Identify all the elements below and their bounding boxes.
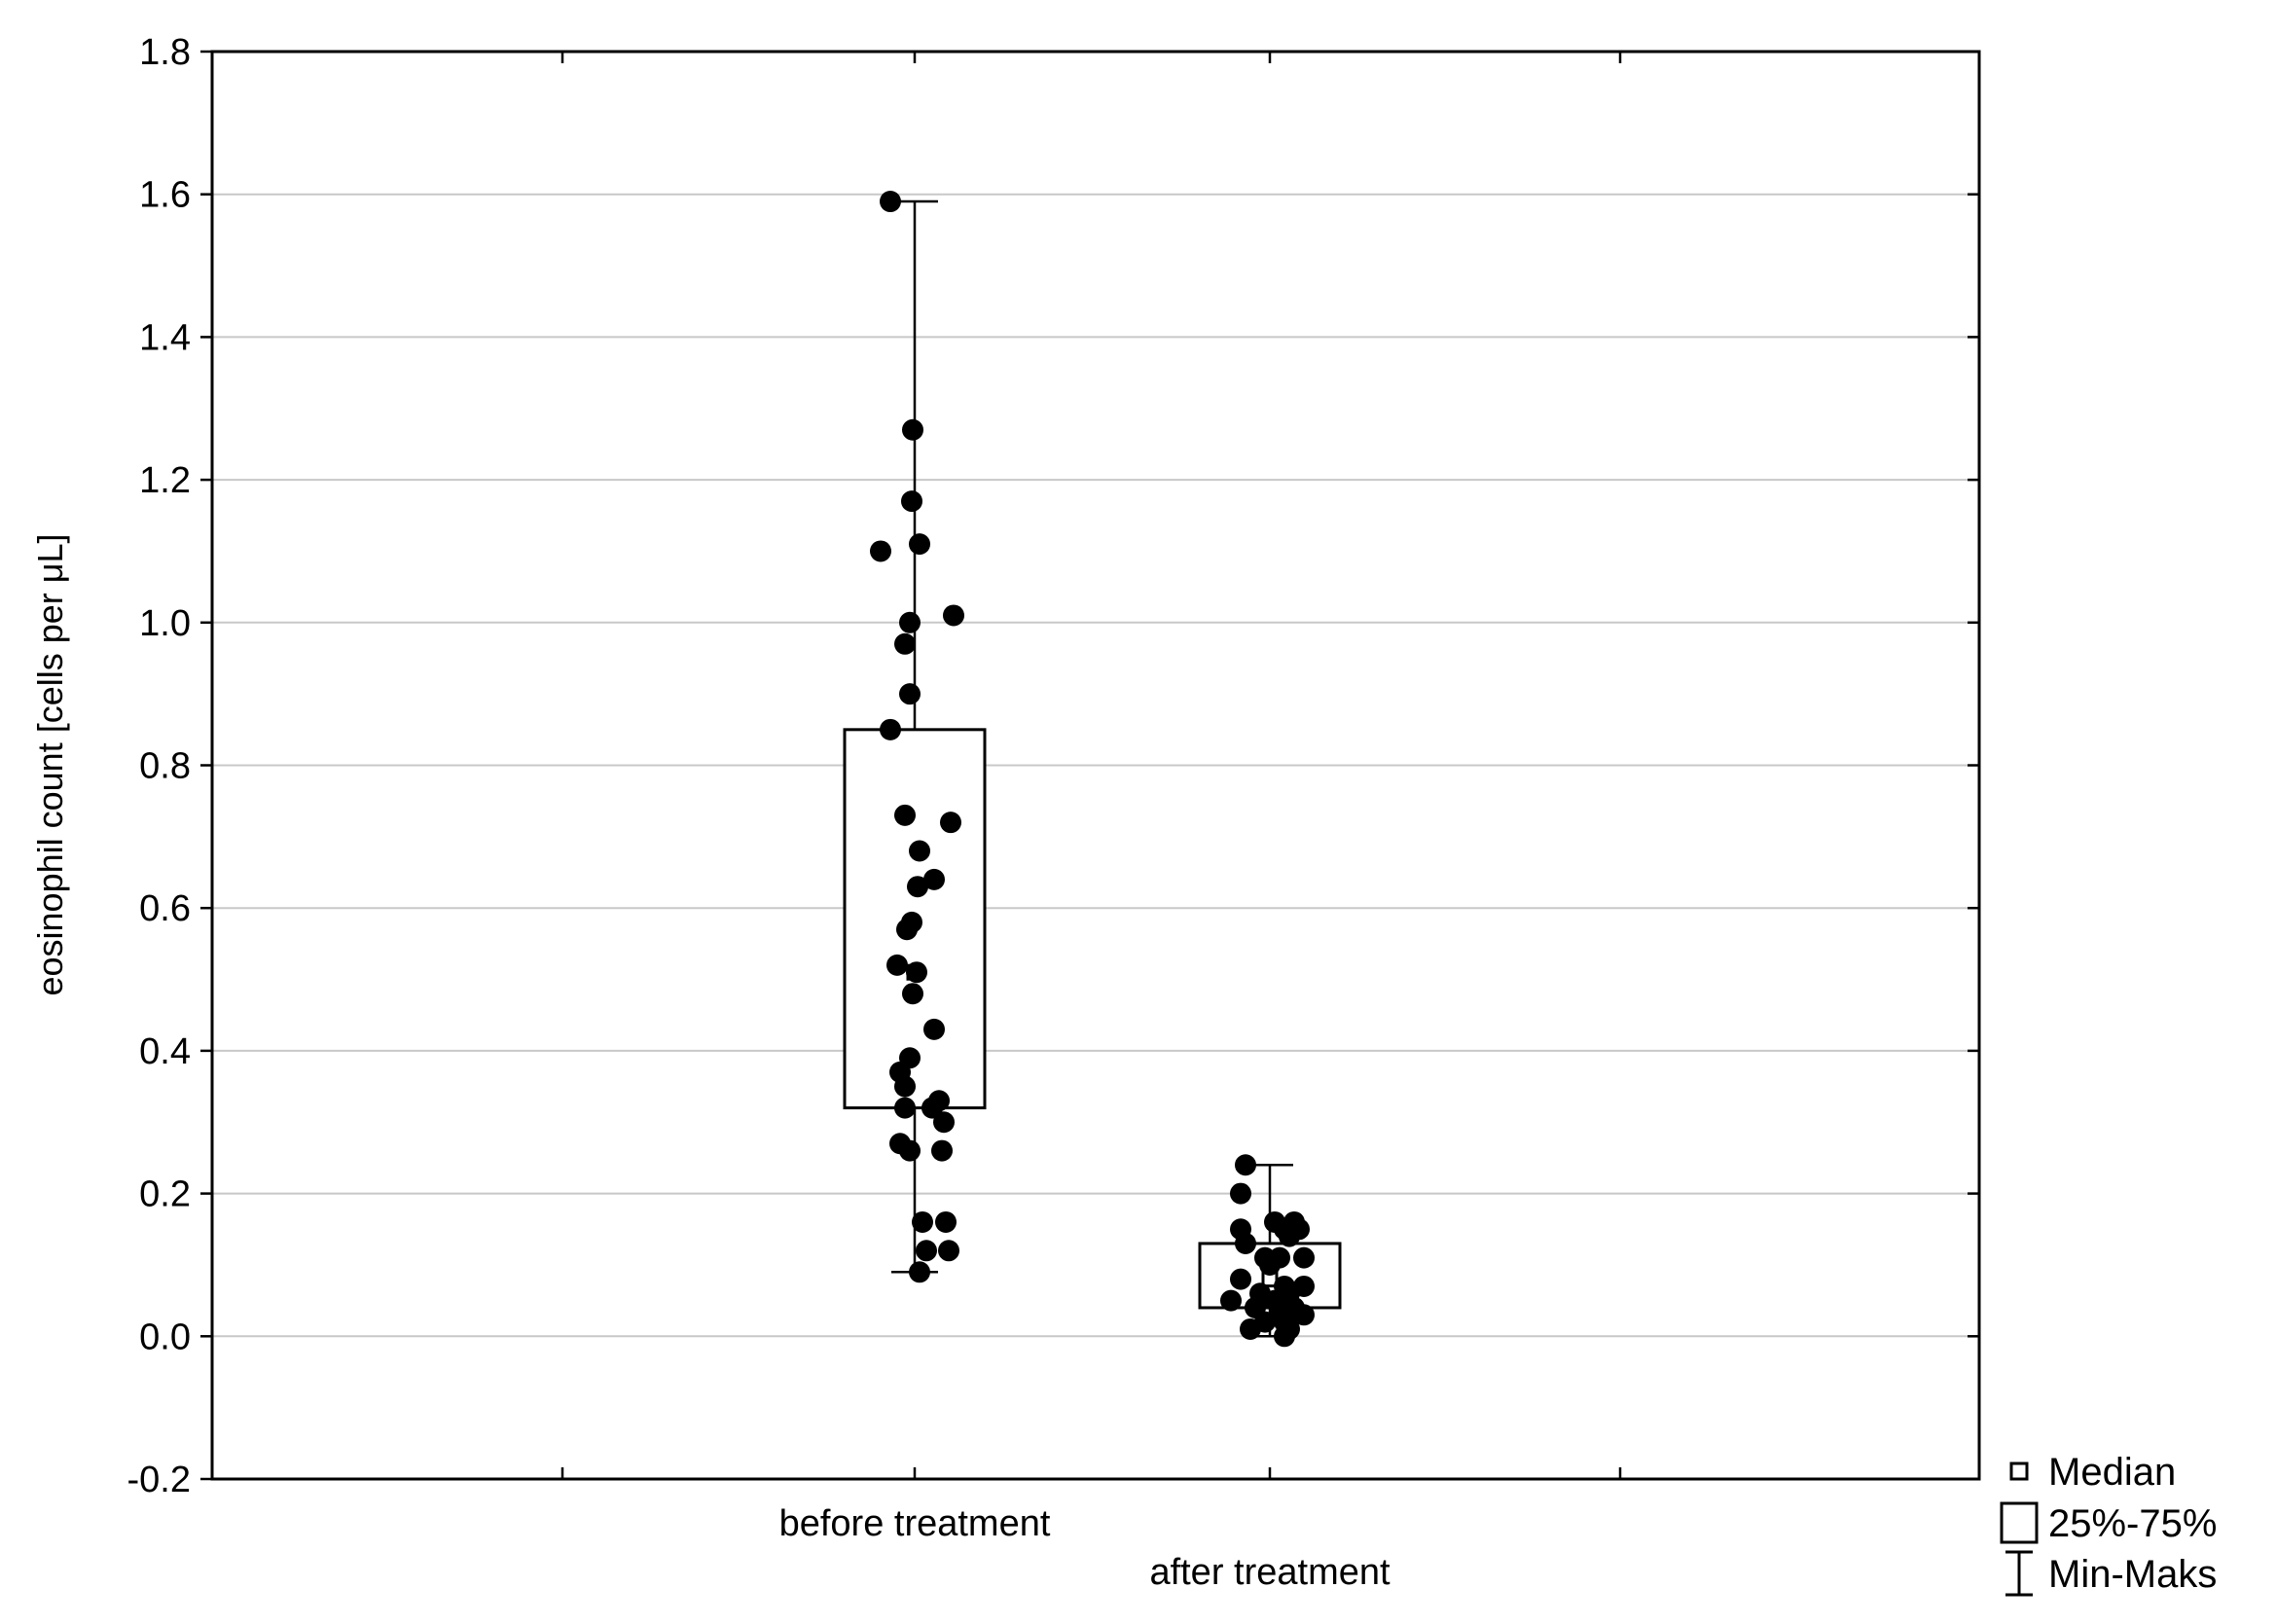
y-tick-label: 0.2 — [139, 1174, 191, 1215]
y-axis-title: eosinophil count [cells per μL] — [30, 533, 70, 995]
data-point — [1279, 1225, 1300, 1247]
data-point — [894, 632, 916, 655]
data-point — [1240, 1317, 1261, 1340]
data-point — [943, 604, 964, 627]
data-point — [870, 540, 891, 562]
data-point — [909, 840, 930, 862]
y-tick-label: 1.6 — [139, 175, 191, 216]
data-point — [940, 812, 961, 834]
x-category-label: after treatment — [1149, 1552, 1391, 1593]
data-point — [938, 1240, 959, 1262]
data-point — [896, 919, 918, 941]
data-point — [1235, 1154, 1256, 1176]
data-point — [901, 490, 922, 513]
data-point — [894, 1097, 916, 1119]
data-point — [880, 718, 901, 740]
data-point — [902, 418, 923, 441]
y-tick-label: -0.2 — [127, 1460, 191, 1500]
legend-whisker-symbol — [2005, 1550, 2033, 1597]
legend-box-symbol — [2000, 1501, 2039, 1544]
data-point — [1235, 1232, 1256, 1254]
data-point — [909, 1261, 930, 1283]
data-point — [1230, 1182, 1251, 1205]
box-layer — [843, 199, 1342, 1338]
data-point — [1293, 1304, 1315, 1326]
x-category-label: before treatment — [779, 1503, 1051, 1544]
y-tick-label: 0.6 — [139, 888, 191, 929]
data-point — [880, 191, 901, 213]
legend-label: Median — [2048, 1451, 2176, 1494]
y-tick-label: 0.8 — [139, 746, 191, 787]
data-point — [1220, 1289, 1242, 1312]
data-point — [907, 876, 928, 898]
data-point — [916, 1240, 937, 1262]
legend-item: 25%-75% — [2000, 1501, 2217, 1545]
y-tick-label: 0.0 — [139, 1317, 191, 1357]
data-point — [933, 1111, 955, 1134]
data-point — [906, 961, 927, 984]
data-point — [894, 804, 916, 826]
data-point — [1259, 1253, 1281, 1276]
data-point — [899, 683, 921, 705]
data-point — [1293, 1246, 1315, 1269]
x-axis-ticks: before treatment after treatment — [560, 52, 1622, 1593]
data-point — [899, 1139, 921, 1162]
data-point — [899, 611, 921, 633]
data-point — [894, 1075, 916, 1098]
y-tick-label: 1.8 — [139, 32, 191, 73]
legend-median-symbol — [2009, 1462, 2029, 1481]
data-point — [935, 1210, 957, 1233]
legend-item: Min-Maks — [2005, 1550, 2217, 1597]
plot-frame — [210, 50, 1981, 1481]
y-tick-label: 0.4 — [139, 1031, 191, 1072]
legend-label: Min-Maks — [2048, 1553, 2217, 1596]
data-point — [886, 954, 908, 976]
y-axis-ticks: -0.2 0.0 0.2 0.4 0.6 0.8 1.0 1.2 1.4 1.6 1.8 — [127, 32, 1979, 1500]
legend-label: 25%-75% — [2048, 1502, 2217, 1545]
data-point — [923, 868, 945, 890]
data-point — [912, 1210, 933, 1233]
y-tick-label: 1.2 — [139, 460, 191, 501]
y-tick-label: 1.4 — [139, 317, 191, 358]
data-point — [931, 1139, 953, 1162]
data-point — [1274, 1325, 1295, 1348]
gridlines — [212, 193, 1979, 1338]
data-point — [909, 533, 930, 556]
data-point — [1230, 1268, 1251, 1290]
data-points — [870, 191, 1315, 1348]
legend-item: Median — [2009, 1451, 2176, 1494]
data-point — [921, 1097, 943, 1119]
y-tick-label: 1.0 — [139, 603, 191, 644]
data-point — [923, 1018, 945, 1040]
data-point — [902, 983, 923, 1005]
legend: Median 25%-75% Min-Maks — [2000, 1451, 2217, 1597]
